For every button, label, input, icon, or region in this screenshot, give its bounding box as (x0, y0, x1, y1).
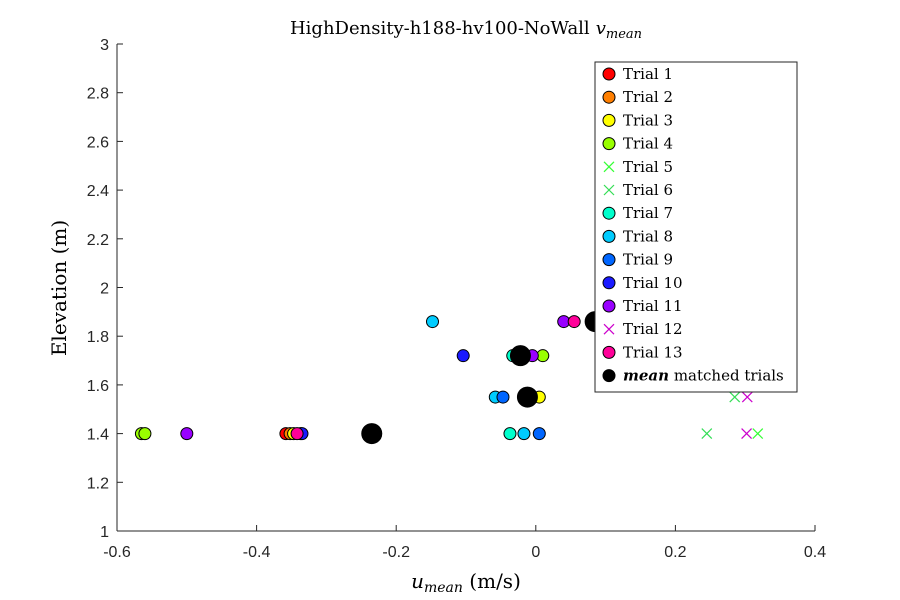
legend-marker (603, 184, 615, 196)
data-point-series-8 (425, 315, 439, 329)
legend-label: Trial 2 (623, 88, 673, 106)
y-tick-label: 2.8 (87, 86, 109, 103)
data-point-series-12 (741, 391, 753, 403)
x-tick-label: -0.6 (103, 544, 131, 561)
y-tick-label: 1.2 (87, 475, 109, 492)
legend-marker (602, 345, 616, 359)
axis-ticks: -0.6 -0.4 -0.2 0 0.2 0.4 1 1.2 1.4 1.6 1.8 2 2.2 2.4 2… (87, 37, 826, 561)
legend-marker (602, 206, 616, 220)
y-tick-label: 1.4 (87, 427, 109, 444)
x-axis-title: umean (m/s) (411, 569, 521, 596)
legend-label: Trial 10 (623, 274, 683, 292)
data-point-series-13 (567, 315, 581, 329)
x-tick-label: 0 (531, 544, 540, 561)
x-tick-label: 0.4 (804, 544, 826, 561)
data-point-series-14 (516, 386, 538, 408)
legend-label: Trial 12 (623, 320, 683, 338)
data-point-series-13 (290, 427, 304, 441)
data-point-series-4 (138, 427, 152, 441)
y-tick-label: 2.2 (87, 232, 109, 249)
data-point-series-9 (532, 427, 546, 441)
y-tick-label: 1.8 (87, 329, 109, 346)
y-tick-label: 2.4 (87, 183, 109, 200)
data-point-series-6 (701, 428, 713, 440)
legend-label: Trial 9 (623, 251, 673, 269)
legend-marker (602, 113, 616, 127)
x-tick-label: -0.2 (382, 544, 410, 561)
legend-marker (602, 90, 616, 104)
legend-marker (602, 229, 616, 243)
legend-marker (603, 161, 615, 173)
legend-label: Trial 11 (623, 297, 683, 315)
y-tick-label: 3 (100, 37, 109, 54)
x-tick-label: 0.2 (664, 544, 686, 561)
y-tick-label: 1.6 (87, 378, 109, 395)
x-tick-label: -0.4 (243, 544, 271, 561)
legend-marker (602, 276, 616, 290)
legend-label: mean matched trials (623, 367, 784, 385)
legend-label: Trial 3 (623, 111, 673, 129)
legend-label: Trial 13 (623, 343, 683, 361)
legend-marker (602, 299, 616, 313)
data-point-series-5 (752, 428, 764, 440)
legend-label: Trial 8 (623, 227, 673, 245)
legend-marker (603, 323, 615, 335)
data-point-series-6 (729, 391, 741, 403)
data-point-series-9 (496, 390, 510, 404)
data-point-series-14 (509, 345, 531, 367)
data-point-series-8 (517, 427, 531, 441)
y-tick-label: 1 (100, 524, 109, 541)
data-point-series-12 (741, 428, 753, 440)
chart-title: HighDensity-h188-hv100-NoWall vmean (290, 18, 642, 42)
data-point-series-10 (456, 349, 470, 363)
data-point-series-11 (180, 427, 194, 441)
legend-marker (602, 253, 616, 267)
legend-label: Trial 7 (623, 204, 673, 222)
legend-label: Trial 5 (623, 158, 673, 176)
legend-marker (602, 137, 616, 151)
legend-label: Trial 6 (623, 181, 673, 199)
legend-label: Trial 4 (623, 135, 673, 153)
y-tick-label: 2 (100, 281, 109, 298)
data-point-series-14 (361, 423, 383, 445)
legend-label: Trial 1 (623, 65, 673, 83)
legend: Trial 1 Trial 2 Trial 3 Trial 4 Trial 5 Trial… (594, 61, 798, 393)
data-point-series-7 (503, 427, 517, 441)
legend-marker (602, 67, 616, 81)
legend-marker (602, 369, 616, 383)
legend-box (594, 61, 798, 393)
y-tick-label: 2.6 (87, 134, 109, 151)
y-axis-title: Elevation (m) (47, 220, 71, 356)
